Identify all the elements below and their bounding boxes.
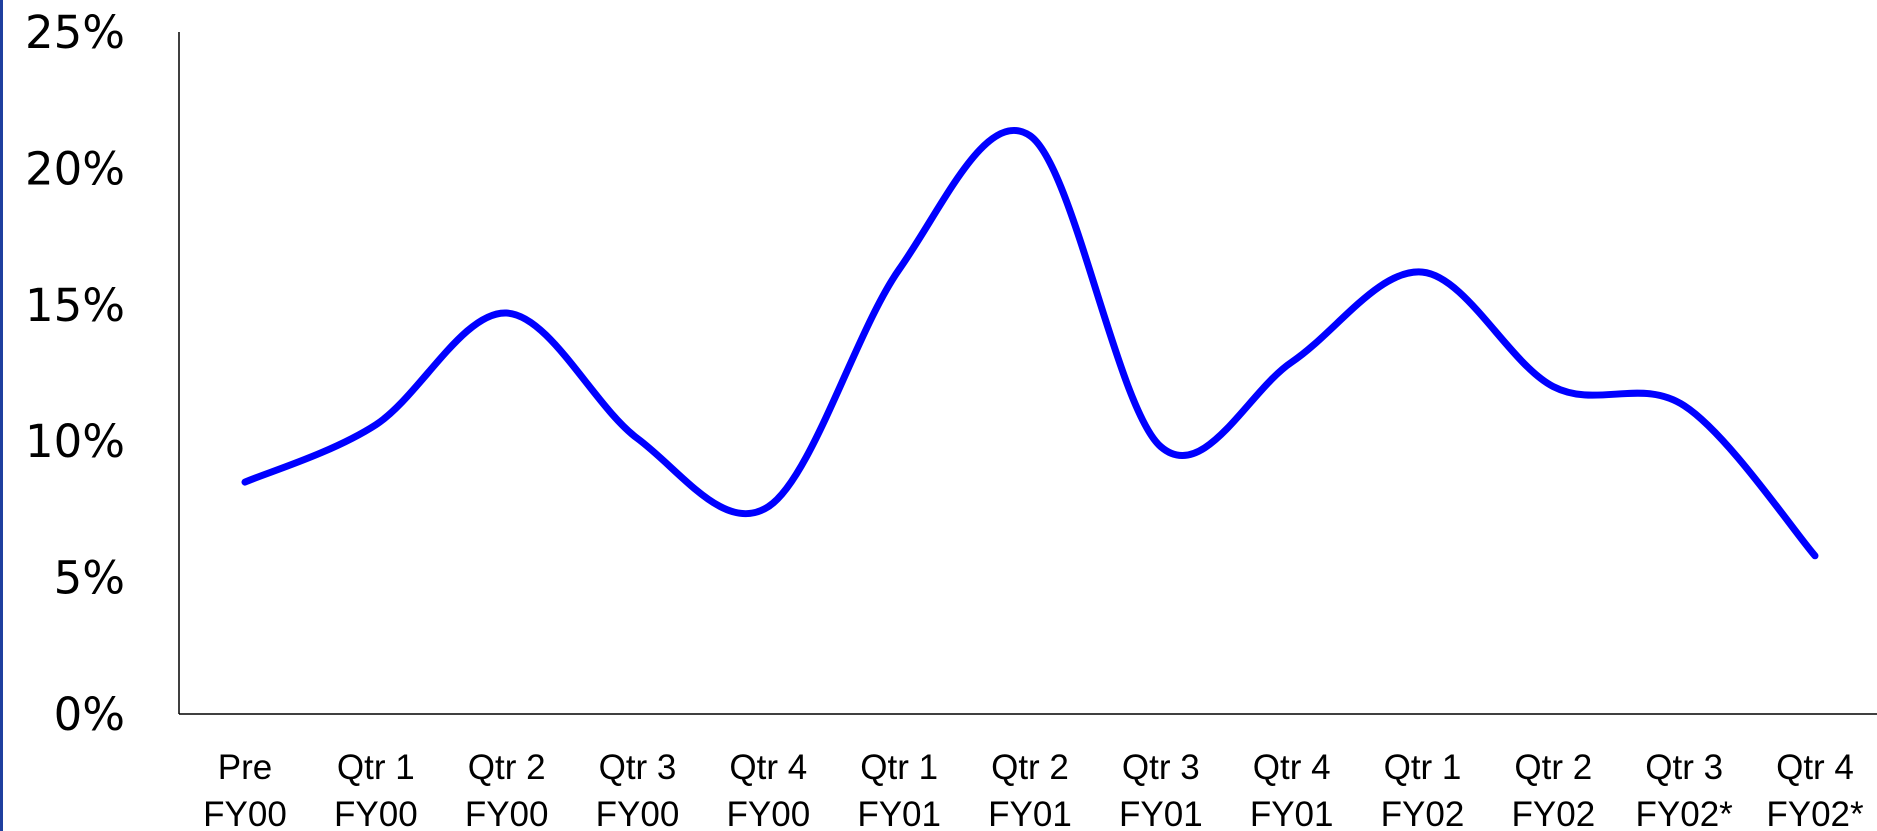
x-tick-label-line2: FY01 <box>1119 795 1203 831</box>
left-edge-bar <box>0 0 3 831</box>
x-tick-label-line1: Qtr 2 <box>468 748 546 787</box>
x-tick-label-line2: FY01 <box>857 795 941 831</box>
x-tick-label-line2: FY00 <box>334 795 418 831</box>
data-point <box>373 422 379 428</box>
data-point <box>504 310 510 316</box>
data-point <box>1812 553 1818 559</box>
x-tick-label-line1: Qtr 2 <box>1514 748 1592 787</box>
data-point <box>635 435 641 441</box>
x-tick-label-line1: Qtr 3 <box>1122 748 1200 787</box>
data-point <box>1158 444 1164 450</box>
data-point <box>1289 359 1295 365</box>
data-point <box>1420 269 1426 275</box>
y-tick-label: 15% <box>25 279 125 332</box>
x-axis-ticks: Pre FY00 Qtr 1 FY00 Qtr 2 FY00 Qtr 3 FY00 Qtr 4 F… <box>203 748 1864 831</box>
x-tick-label-line2: FY02* <box>1636 795 1734 831</box>
y-tick-label: 25% <box>25 6 125 59</box>
data-point <box>242 479 248 485</box>
x-tick-label-line2: FY00 <box>596 795 680 831</box>
x-tick-label-line1: Qtr 3 <box>1645 748 1723 787</box>
y-tick-label: 20% <box>25 142 125 195</box>
x-tick-label-line1: Qtr 2 <box>991 748 1069 787</box>
x-tick-label-line2: FY02* <box>1766 795 1864 831</box>
x-tick-label-line2: FY01 <box>1250 795 1334 831</box>
y-tick-label: 10% <box>25 415 125 468</box>
y-tick-label: 0% <box>54 688 125 741</box>
x-tick-label-line1: Qtr 1 <box>337 748 415 787</box>
data-point <box>765 504 771 510</box>
x-tick-label-line1: Qtr 4 <box>1253 748 1331 787</box>
y-tick-label: 5% <box>54 552 125 605</box>
x-tick-label-line2: FY02 <box>1381 795 1465 831</box>
x-tick-label-line1: Qtr 1 <box>1384 748 1462 787</box>
x-tick-label-line2: FY02 <box>1512 795 1596 831</box>
data-point <box>1550 384 1556 390</box>
x-tick-label-line1: Qtr 3 <box>599 748 677 787</box>
x-tick-label-line2: FY00 <box>727 795 811 831</box>
data-point <box>896 266 902 272</box>
x-tick-label-line2: FY01 <box>988 795 1072 831</box>
x-tick-label-line1: Pre <box>218 748 272 787</box>
series-group <box>241 126 1819 560</box>
data-point <box>1027 133 1033 139</box>
series-line <box>241 126 1819 560</box>
y-axis-ticks: 0% 5% 10% 15% 20% 25% <box>25 6 125 741</box>
x-tick-label-line1: Qtr 4 <box>1776 748 1854 787</box>
x-tick-label-line1: Qtr 1 <box>860 748 938 787</box>
x-tick-label-line1: Qtr 4 <box>729 748 807 787</box>
x-tick-label-line2: FY00 <box>203 795 287 831</box>
x-tick-label-line2: FY00 <box>465 795 549 831</box>
data-point <box>1681 403 1687 409</box>
